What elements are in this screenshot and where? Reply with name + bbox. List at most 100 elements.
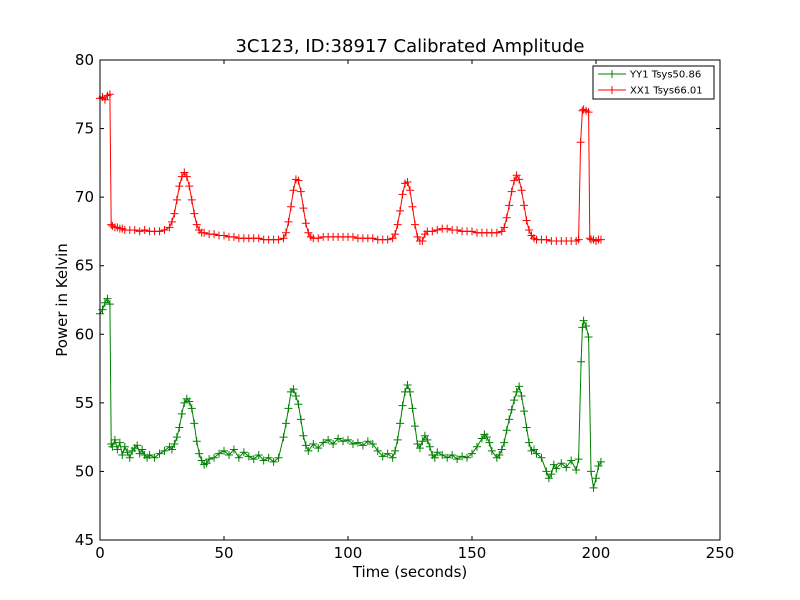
data-point bbox=[378, 452, 387, 461]
data-point bbox=[190, 209, 199, 218]
data-point bbox=[100, 298, 109, 307]
data-point bbox=[348, 232, 357, 241]
legend-box bbox=[592, 65, 715, 100]
data-point bbox=[229, 232, 238, 241]
data-point bbox=[363, 437, 372, 446]
legend-label-yy1: YY1 Tsys50.86 bbox=[629, 70, 701, 81]
data-point bbox=[282, 419, 290, 428]
data-point bbox=[314, 234, 323, 243]
data-point bbox=[552, 464, 561, 473]
data-point bbox=[468, 449, 476, 458]
data-point bbox=[274, 453, 283, 462]
data-point bbox=[339, 437, 348, 446]
data-point bbox=[530, 445, 538, 454]
data-point bbox=[205, 455, 214, 464]
data-point bbox=[507, 187, 516, 196]
data-point bbox=[584, 108, 593, 117]
legend-label-xx1: XX1 Tsys66.01 bbox=[630, 86, 703, 97]
legend: YY1 Tsys50.86 XX1 Tsys66.01 bbox=[592, 65, 715, 100]
chart-title: 3C123, ID:38917 Calibrated Amplitude bbox=[235, 36, 584, 57]
data-point bbox=[398, 190, 407, 199]
series-1 bbox=[96, 90, 605, 246]
data-point bbox=[425, 442, 434, 451]
data-point bbox=[391, 230, 400, 239]
data-point bbox=[269, 457, 278, 466]
x-tick-label: 200 bbox=[582, 544, 611, 562]
data-point bbox=[180, 398, 189, 407]
data-point bbox=[291, 392, 300, 400]
data-point bbox=[576, 138, 585, 147]
data-point bbox=[187, 404, 196, 413]
data-point bbox=[403, 381, 412, 390]
data-point bbox=[279, 234, 288, 243]
data-point bbox=[254, 450, 263, 459]
data-point bbox=[415, 444, 424, 453]
data-point bbox=[304, 446, 313, 455]
data-point bbox=[130, 226, 139, 235]
data-point bbox=[103, 294, 112, 303]
data-point bbox=[574, 235, 583, 244]
data-point bbox=[502, 213, 511, 222]
data-point bbox=[309, 440, 318, 448]
data-point bbox=[413, 440, 422, 448]
y-tick-label: 65 bbox=[75, 257, 94, 275]
x-tick-label: 150 bbox=[458, 544, 487, 562]
data-point bbox=[383, 449, 392, 458]
data-point bbox=[520, 201, 529, 210]
data-point bbox=[547, 470, 556, 479]
data-point bbox=[172, 433, 181, 442]
data-point bbox=[289, 385, 298, 394]
data-point bbox=[477, 434, 486, 443]
data-point bbox=[344, 435, 352, 444]
data-point bbox=[562, 463, 571, 472]
data-point bbox=[125, 453, 134, 462]
data-point bbox=[453, 226, 462, 235]
data-point bbox=[299, 431, 308, 440]
data-point bbox=[398, 401, 407, 410]
data-point bbox=[274, 235, 283, 244]
y-tick-label: 45 bbox=[75, 531, 94, 549]
series-line bbox=[99, 93, 601, 242]
data-point bbox=[284, 217, 293, 226]
data-point bbox=[396, 206, 405, 215]
data-point bbox=[202, 459, 211, 468]
data-point bbox=[170, 440, 179, 448]
x-tick-label: 250 bbox=[706, 544, 735, 562]
y-tick-label: 50 bbox=[75, 462, 94, 480]
data-point bbox=[589, 483, 598, 492]
data-point bbox=[525, 226, 534, 235]
data-point bbox=[403, 178, 412, 187]
y-axis-label: Power in Kelvin bbox=[53, 243, 71, 357]
x-tick-label: 100 bbox=[334, 544, 363, 562]
data-point bbox=[105, 300, 114, 309]
data-point bbox=[594, 461, 603, 470]
data-point bbox=[150, 453, 159, 462]
data-point bbox=[596, 457, 605, 466]
data-point bbox=[215, 449, 224, 458]
data-point bbox=[458, 452, 467, 461]
data-point bbox=[284, 404, 293, 413]
data-point bbox=[420, 431, 429, 440]
y-tick-label: 70 bbox=[75, 188, 94, 206]
data-point bbox=[433, 448, 442, 457]
data-point bbox=[120, 442, 129, 451]
data-point bbox=[180, 168, 189, 177]
data-point bbox=[286, 202, 295, 211]
data-point bbox=[430, 453, 439, 462]
data-point bbox=[118, 450, 127, 459]
data-point bbox=[582, 322, 591, 331]
data-point bbox=[160, 226, 169, 235]
data-point bbox=[296, 415, 305, 424]
data-point bbox=[249, 455, 258, 464]
data-point bbox=[234, 453, 243, 462]
data-point bbox=[319, 438, 328, 447]
data-point bbox=[443, 224, 452, 233]
data-point bbox=[406, 186, 414, 195]
data-point bbox=[108, 442, 117, 451]
data-point bbox=[433, 226, 442, 235]
data-point bbox=[301, 219, 310, 228]
data-point bbox=[596, 235, 605, 244]
data-point bbox=[197, 456, 206, 465]
data-point bbox=[584, 333, 593, 342]
